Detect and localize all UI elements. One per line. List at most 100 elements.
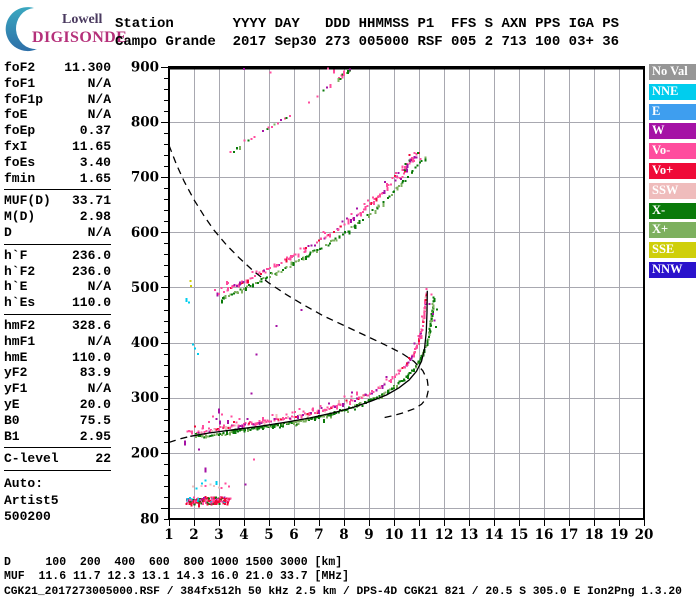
param-value: 1.65 xyxy=(79,170,111,186)
param-label: h`E xyxy=(4,279,28,295)
legend-item-vo-: Vo- xyxy=(649,143,696,160)
legend-item-x+: X+ xyxy=(649,222,696,239)
overlay-curves xyxy=(169,145,430,444)
x-tick-label: 6 xyxy=(289,527,298,543)
legend-item-w: W xyxy=(649,123,696,140)
x-tick-label: 2 xyxy=(189,527,198,543)
param-value: N/A xyxy=(87,333,111,349)
param-value: N/A xyxy=(87,107,111,123)
param-value: 75.5 xyxy=(79,412,111,428)
param-row-foep: foEp 0.37 xyxy=(4,123,111,139)
lowell-digisonde-logo: Lowell DIGISONDE xyxy=(2,2,127,54)
param-row-hmf2: hmF2 328.6 xyxy=(4,318,111,334)
param-value: N/A xyxy=(87,279,111,295)
parameter-panel: foF2 11.300 foF1 N/A foF1p N/A foE N/A foEp 0.37 f… xyxy=(4,60,111,526)
param-label: C-level xyxy=(4,451,59,467)
param-row-d: D N/A xyxy=(4,225,111,241)
param-label: yF2 xyxy=(4,365,28,381)
x-tick-label: 17 xyxy=(560,527,579,543)
param-value: 22 xyxy=(95,451,111,467)
x-tick-label: 5 xyxy=(264,527,273,543)
doppler-direction-legend: No Val NNE E W Vo- Vo+ SSW X- X+ SSE NNW xyxy=(649,64,696,278)
muf-row: MUF 11.6 11.7 12.3 13.1 14.3 16.0 21.0 3… xyxy=(4,570,350,583)
legend-item-sse: SSE xyxy=(649,242,696,259)
header-column-labels: Station YYYY DAY DDD HHMMSS P1 FFS S AXN… xyxy=(115,16,620,32)
param-row-yf1: yF1 N/A xyxy=(4,381,111,397)
param-label: fmin xyxy=(4,170,36,186)
y-tick-label: 200 xyxy=(131,445,159,461)
legend-item-e: E xyxy=(649,103,696,120)
x-tick-label: 19 xyxy=(610,527,629,543)
param-value: 20.0 xyxy=(79,396,111,412)
legend-item-noval: No Val xyxy=(649,64,696,80)
param-row-fof1p: foF1p N/A xyxy=(4,92,111,108)
param-row-clevel: C-level 22 xyxy=(4,451,111,467)
param-value: 33.71 xyxy=(71,193,111,209)
param-label: M(D) xyxy=(4,209,36,225)
param-value: N/A xyxy=(87,224,111,240)
param-value: 2.98 xyxy=(79,209,111,225)
param-row-hf2: h`F2 236.0 xyxy=(4,264,111,280)
param-label: B1 xyxy=(4,428,20,444)
x-tick-label: 14 xyxy=(485,527,504,543)
param-label: h`Es xyxy=(4,295,36,311)
y-tick-label: 600 xyxy=(131,225,159,241)
y-tick-label: 700 xyxy=(131,170,159,186)
x-tick-label: 12 xyxy=(435,527,454,543)
param-label: MUF(D) xyxy=(4,193,51,209)
param-row-foes: foEs 3.40 xyxy=(4,155,111,171)
legend-item-ssw: SSW xyxy=(649,182,696,199)
y-tick-label: 400 xyxy=(131,335,159,351)
param-value: N/A xyxy=(87,75,111,91)
param-label: h`F xyxy=(4,247,28,263)
param-value: 328.6 xyxy=(71,317,111,333)
x-tick-label: 7 xyxy=(314,527,323,543)
param-value: 3.40 xyxy=(79,154,111,170)
x-tick-label: 16 xyxy=(535,527,554,543)
param-row-mufd: MUF(D) 33.71 xyxy=(4,193,111,209)
x-tick-label: 10 xyxy=(385,527,404,543)
group-separator xyxy=(4,313,111,315)
x-tick-label: 13 xyxy=(460,527,479,543)
param-value: 110.0 xyxy=(71,295,111,311)
param-row-hes: h`Es 110.0 xyxy=(4,295,111,311)
param-value: 236.0 xyxy=(71,263,111,279)
param-row-hme: hmE 110.0 xyxy=(4,350,111,366)
header-station-values: Campo Grande 2017 Sep30 273 005000 RSF 0… xyxy=(115,34,620,50)
x-tick-label: 11 xyxy=(410,527,429,543)
param-row-fof1: foF1 N/A xyxy=(4,76,111,92)
param-label: foF1 xyxy=(4,75,36,91)
param-label: foF2 xyxy=(4,60,36,75)
x-tick-label: 8 xyxy=(339,527,348,543)
param-value: 83.9 xyxy=(79,365,111,381)
param-row-b0: B0 75.5 xyxy=(4,413,111,429)
crescent-moon-icon xyxy=(5,7,38,52)
autoscaling-info: Auto: Artist5 500200 xyxy=(4,476,111,526)
x-tick-label: 20 xyxy=(635,527,654,543)
param-label: foEs xyxy=(4,154,36,170)
axis-ticks xyxy=(161,66,646,526)
y-tick-label: 300 xyxy=(131,390,159,406)
y-tick-label: 500 xyxy=(131,280,159,296)
param-row-he: h`E N/A xyxy=(4,279,111,295)
param-row-b1: B1 2.95 xyxy=(4,429,111,445)
grid-lines xyxy=(169,67,644,519)
param-label: foE xyxy=(4,107,28,123)
y-tick-label: 80 xyxy=(140,512,159,528)
param-label: fxI xyxy=(4,138,28,154)
y-tick-label: 900 xyxy=(131,60,159,76)
logo-lowell-text: Lowell xyxy=(62,12,103,27)
logo-digisonde-text: DIGISONDE xyxy=(32,29,128,46)
param-value: N/A xyxy=(87,381,111,397)
legend-item-vo+: Vo+ xyxy=(649,162,696,179)
x-tick-label: 1 xyxy=(164,527,173,543)
x-tick-label: 4 xyxy=(239,527,248,543)
param-row-fxi: fxI 11.65 xyxy=(4,139,111,155)
auto-info-row: Artist5 xyxy=(4,492,59,508)
auto-info-row: Auto: xyxy=(4,476,44,492)
plot-frame xyxy=(168,66,645,520)
param-label: foF1p xyxy=(4,91,44,107)
group-separator xyxy=(4,243,111,245)
